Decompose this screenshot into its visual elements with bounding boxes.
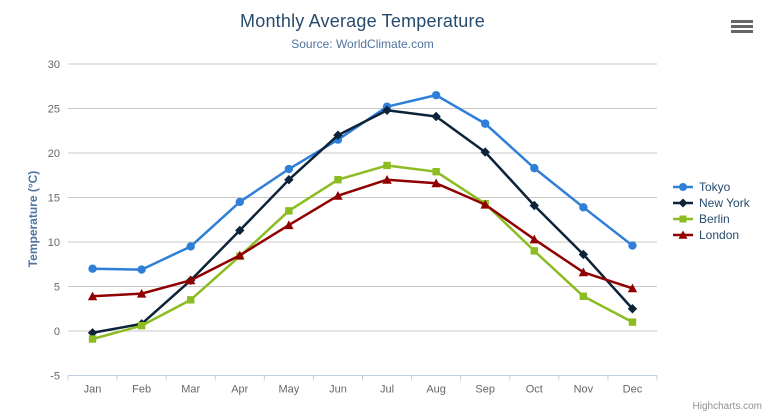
x-axis-label: Jun — [329, 384, 347, 396]
data-point-tokyo[interactable] — [88, 264, 97, 273]
x-axis-label: Oct — [526, 384, 543, 396]
x-axis-label: Mar — [181, 384, 200, 396]
x-axis-label: Jul — [380, 384, 394, 396]
data-point-london[interactable] — [333, 191, 343, 200]
data-point-london[interactable] — [578, 267, 589, 277]
hamburger-bar — [731, 20, 753, 23]
series-line-berlin — [91, 164, 634, 341]
x-axis-label: May — [278, 384, 299, 396]
x-axis-label: Nov — [574, 384, 594, 396]
data-point-new-york[interactable] — [529, 200, 539, 211]
data-point-tokyo[interactable] — [235, 197, 244, 207]
data-point-london[interactable] — [382, 175, 392, 184]
legend-symbol-triangle-icon — [673, 230, 693, 239]
data-point-new-york[interactable] — [578, 249, 589, 260]
x-axis-label: Jan — [84, 384, 102, 396]
x-axis-label: Aug — [426, 384, 446, 396]
y-axis-label: 30 — [48, 59, 60, 71]
data-point-berlin[interactable] — [432, 167, 440, 176]
data-point-new-york[interactable] — [480, 147, 490, 157]
data-point-berlin[interactable] — [579, 292, 588, 300]
legend-item-tokyo[interactable]: Tokyo — [672, 179, 750, 195]
legend-label: New York — [699, 196, 750, 210]
data-point-tokyo[interactable] — [530, 163, 539, 173]
data-point-london[interactable] — [284, 220, 294, 230]
data-point-london[interactable] — [186, 275, 196, 285]
data-point-berlin[interactable] — [628, 318, 637, 326]
data-point-new-york[interactable] — [284, 175, 294, 185]
legend-item-london[interactable]: London — [672, 227, 750, 243]
credits-link[interactable]: Highcharts.com — [692, 401, 762, 412]
data-point-berlin[interactable] — [137, 321, 146, 330]
data-point-berlin[interactable] — [334, 176, 342, 184]
x-axis-label: Feb — [132, 384, 151, 396]
legend-item-new-york[interactable]: New York — [672, 195, 750, 211]
data-point-london[interactable] — [136, 288, 147, 298]
data-point-new-york[interactable] — [382, 105, 392, 115]
y-axis-label: 5 — [54, 282, 60, 294]
x-axis-label: Apr — [231, 384, 248, 396]
data-point-london[interactable] — [480, 199, 490, 209]
data-point-berlin[interactable] — [187, 296, 195, 304]
y-axis-label: -5 — [50, 371, 60, 383]
data-point-new-york[interactable] — [87, 328, 98, 338]
y-axis-label: 10 — [48, 237, 60, 249]
y-axis-title: Temperature (°C) — [26, 170, 40, 268]
data-point-london[interactable] — [627, 283, 638, 293]
data-point-london[interactable] — [235, 250, 245, 260]
data-point-tokyo[interactable] — [431, 90, 441, 100]
data-point-new-york[interactable] — [431, 111, 441, 122]
legend: Tokyo New York Berlin London — [672, 179, 750, 243]
legend-label: Tokyo — [699, 180, 731, 194]
y-axis-label: 25 — [48, 104, 60, 116]
legend-item-berlin[interactable]: Berlin — [672, 211, 750, 227]
data-point-tokyo[interactable] — [481, 119, 490, 128]
legend-symbol-circle-icon — [673, 183, 693, 191]
data-point-london[interactable] — [87, 291, 98, 301]
y-axis-label: 0 — [54, 326, 60, 338]
series-line-london — [91, 178, 634, 298]
hamburger-bar — [731, 25, 753, 28]
series-line-tokyo — [91, 93, 634, 271]
data-point-tokyo[interactable] — [137, 265, 146, 274]
legend-label: London — [699, 228, 740, 242]
hamburger-menu-icon[interactable] — [731, 20, 753, 35]
data-point-berlin[interactable] — [530, 247, 538, 255]
data-point-berlin[interactable] — [88, 335, 97, 343]
chart-subtitle: Source: WorldClimate.com — [291, 37, 434, 51]
data-point-berlin[interactable] — [383, 161, 391, 170]
data-point-london[interactable] — [431, 178, 441, 188]
data-point-new-york[interactable] — [235, 225, 245, 236]
chart-title: Monthly Average Temperature — [240, 11, 485, 31]
legend-label: Berlin — [699, 212, 730, 226]
x-axis-label: Sep — [475, 384, 495, 396]
data-point-new-york[interactable] — [333, 130, 343, 140]
data-point-new-york[interactable] — [627, 304, 638, 314]
series-line-new-york — [91, 109, 634, 335]
x-axis-label: Dec — [623, 384, 643, 396]
legend-symbol-diamond-icon — [673, 198, 693, 208]
data-point-berlin[interactable] — [285, 207, 293, 215]
data-point-tokyo[interactable] — [628, 241, 637, 250]
data-point-tokyo[interactable] — [186, 242, 195, 251]
legend-symbol-square-icon — [673, 215, 693, 223]
data-point-london[interactable] — [529, 234, 539, 244]
y-axis-label: 20 — [48, 148, 60, 160]
y-axis-label: 15 — [48, 193, 60, 205]
data-point-tokyo[interactable] — [284, 164, 294, 174]
data-point-tokyo[interactable] — [579, 203, 588, 212]
hamburger-bar — [731, 30, 753, 33]
